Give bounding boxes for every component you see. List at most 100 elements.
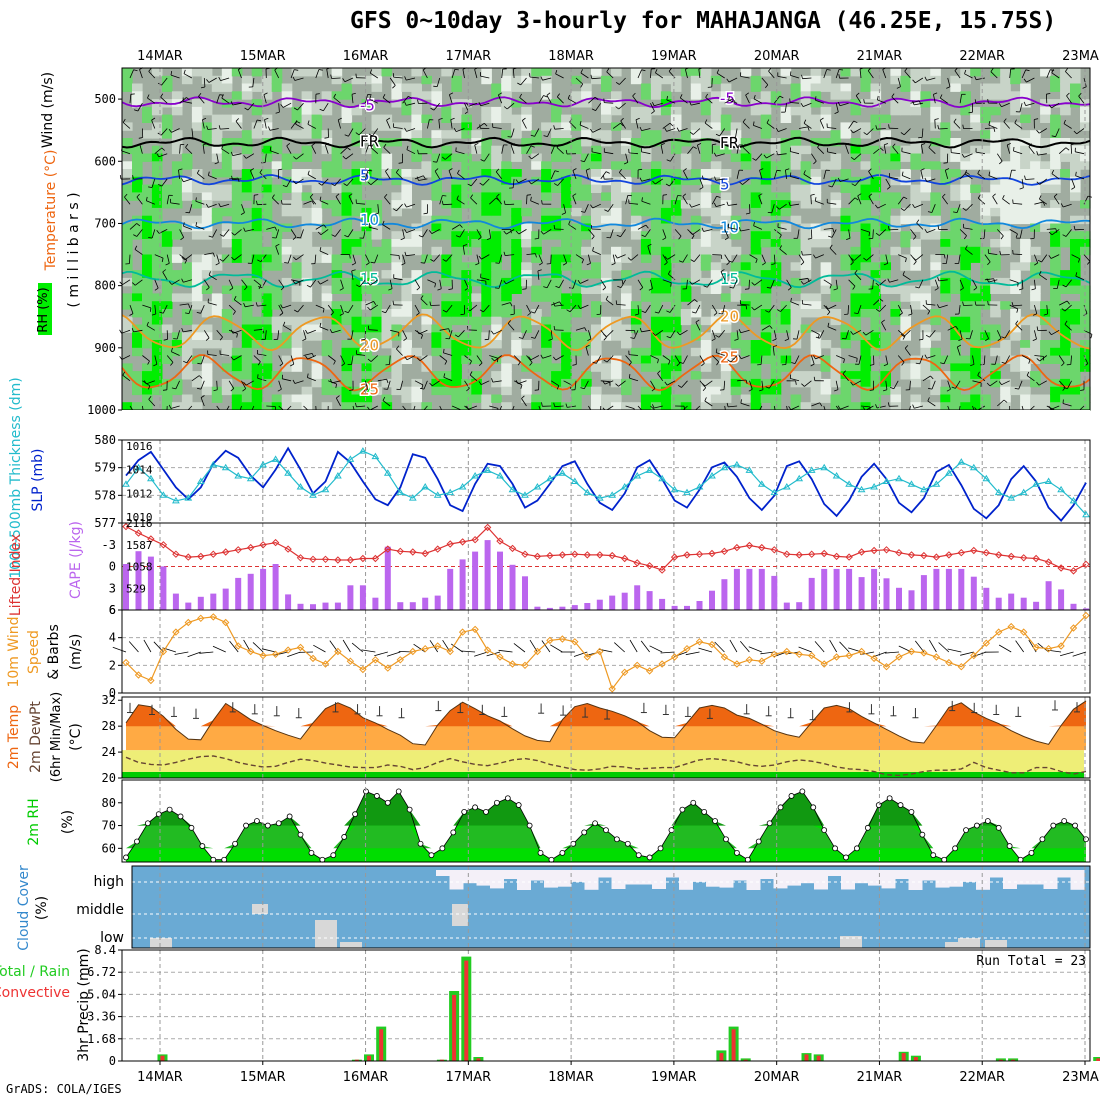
rh-cell [890, 200, 901, 209]
wind-barb [790, 102, 800, 104]
wind-barb-flag [1030, 238, 1035, 240]
rh-cell [291, 355, 303, 364]
wind-barb [188, 304, 193, 314]
rh-cell [860, 246, 872, 256]
wind-barb-flag [635, 117, 640, 121]
rh-cell [461, 378, 472, 388]
wind-barb [650, 355, 659, 360]
rh-cell [700, 68, 712, 77]
date-label-bottom: 22MAR [959, 1070, 1005, 1085]
rh-cell [351, 332, 363, 341]
wind-barb [768, 70, 775, 79]
rh-cell [740, 340, 752, 349]
rh-cell [930, 332, 941, 341]
wind-barb-flag [603, 359, 608, 363]
wind-barb-flag [701, 383, 706, 387]
wind-barb-flag [868, 168, 872, 172]
thickness-marker [807, 466, 816, 473]
wind-barb [902, 274, 911, 281]
rh-cell [541, 332, 552, 341]
wind-barb [443, 376, 453, 382]
wind-barb-flag [205, 337, 210, 341]
rh-cell [241, 207, 253, 217]
rh-cell [341, 223, 353, 232]
rh-cell [241, 340, 253, 349]
wind-barb-flag [307, 373, 309, 378]
wind-barb-flag [416, 330, 420, 335]
rh-cell [940, 138, 951, 147]
rh-cell [650, 316, 662, 326]
wind-barb-flag [475, 263, 480, 266]
date-label-top: 17MAR [445, 49, 491, 64]
wind-barb-flag [925, 334, 930, 338]
rh-cell [710, 161, 722, 170]
rh-cell [531, 394, 542, 403]
rh-cell [132, 386, 143, 396]
rh-cell [970, 386, 981, 396]
rh-cell [710, 270, 722, 279]
rh-cell [361, 75, 373, 85]
rh-cell [800, 262, 812, 271]
wind-barb [229, 177, 239, 180]
rh-cell [760, 386, 772, 396]
wind-barb [811, 329, 820, 335]
thickness-marker [359, 447, 367, 454]
rh-cell [281, 316, 293, 326]
wind-barb-flag [641, 234, 646, 238]
wind-barb-flag [977, 371, 980, 376]
wind-barb-flag [691, 235, 695, 240]
wind-barb-flag [857, 193, 862, 197]
rh-cell [930, 138, 941, 147]
rh-cell [960, 254, 971, 263]
wind-barb-flag [416, 357, 421, 361]
rh-cell [910, 246, 921, 256]
rh-cell [740, 184, 752, 193]
wind-barb [591, 77, 601, 80]
thickness-marker [982, 474, 991, 482]
rh-cell [970, 347, 981, 357]
rh-cell [201, 309, 213, 318]
wind-barb-flag [133, 234, 137, 237]
rh-cell [531, 68, 542, 77]
wind-barb-flag [784, 338, 789, 341]
rh-cell [211, 293, 223, 302]
rh-cell [381, 309, 393, 318]
wind-barb-flag [474, 142, 479, 146]
wind-barb-flag [908, 313, 913, 316]
wind-barb [183, 73, 193, 79]
rh-cell [351, 176, 363, 186]
wind-barb [662, 355, 671, 362]
rh-cell [970, 301, 981, 310]
wind-barb [592, 128, 601, 133]
wind-barb-flag [184, 259, 188, 264]
wind-barb-flag [1013, 146, 1015, 152]
rh-cell [551, 301, 562, 310]
rh-cell [850, 207, 862, 217]
rh-cell [561, 378, 572, 388]
wind-barb-flag [441, 156, 446, 160]
wind-barb [344, 77, 354, 83]
wind-barb [519, 97, 527, 104]
wind-barb-flag [815, 336, 820, 339]
rh-cell [840, 169, 852, 178]
wind-barb [1025, 102, 1035, 106]
rh-cell [990, 200, 1001, 209]
rh-cell [1000, 402, 1011, 411]
wind-barb-flag [517, 361, 521, 366]
date-label-bottom: 21MAR [857, 1070, 903, 1085]
rh-cell [850, 153, 862, 162]
rh-cell [670, 138, 682, 147]
rh-cell [261, 324, 273, 333]
wind-barb [921, 144, 924, 154]
rh-cell [840, 254, 852, 263]
rh-cell [291, 347, 303, 357]
rh-cell [920, 293, 931, 302]
rh-cell [551, 316, 562, 326]
wind-barb [588, 96, 596, 104]
rh-cell [800, 184, 812, 193]
wind-barb [345, 153, 354, 160]
wind-barb [282, 304, 292, 309]
rh-cell [132, 145, 143, 155]
rh-cell [181, 262, 193, 271]
rh-cell [750, 402, 762, 411]
